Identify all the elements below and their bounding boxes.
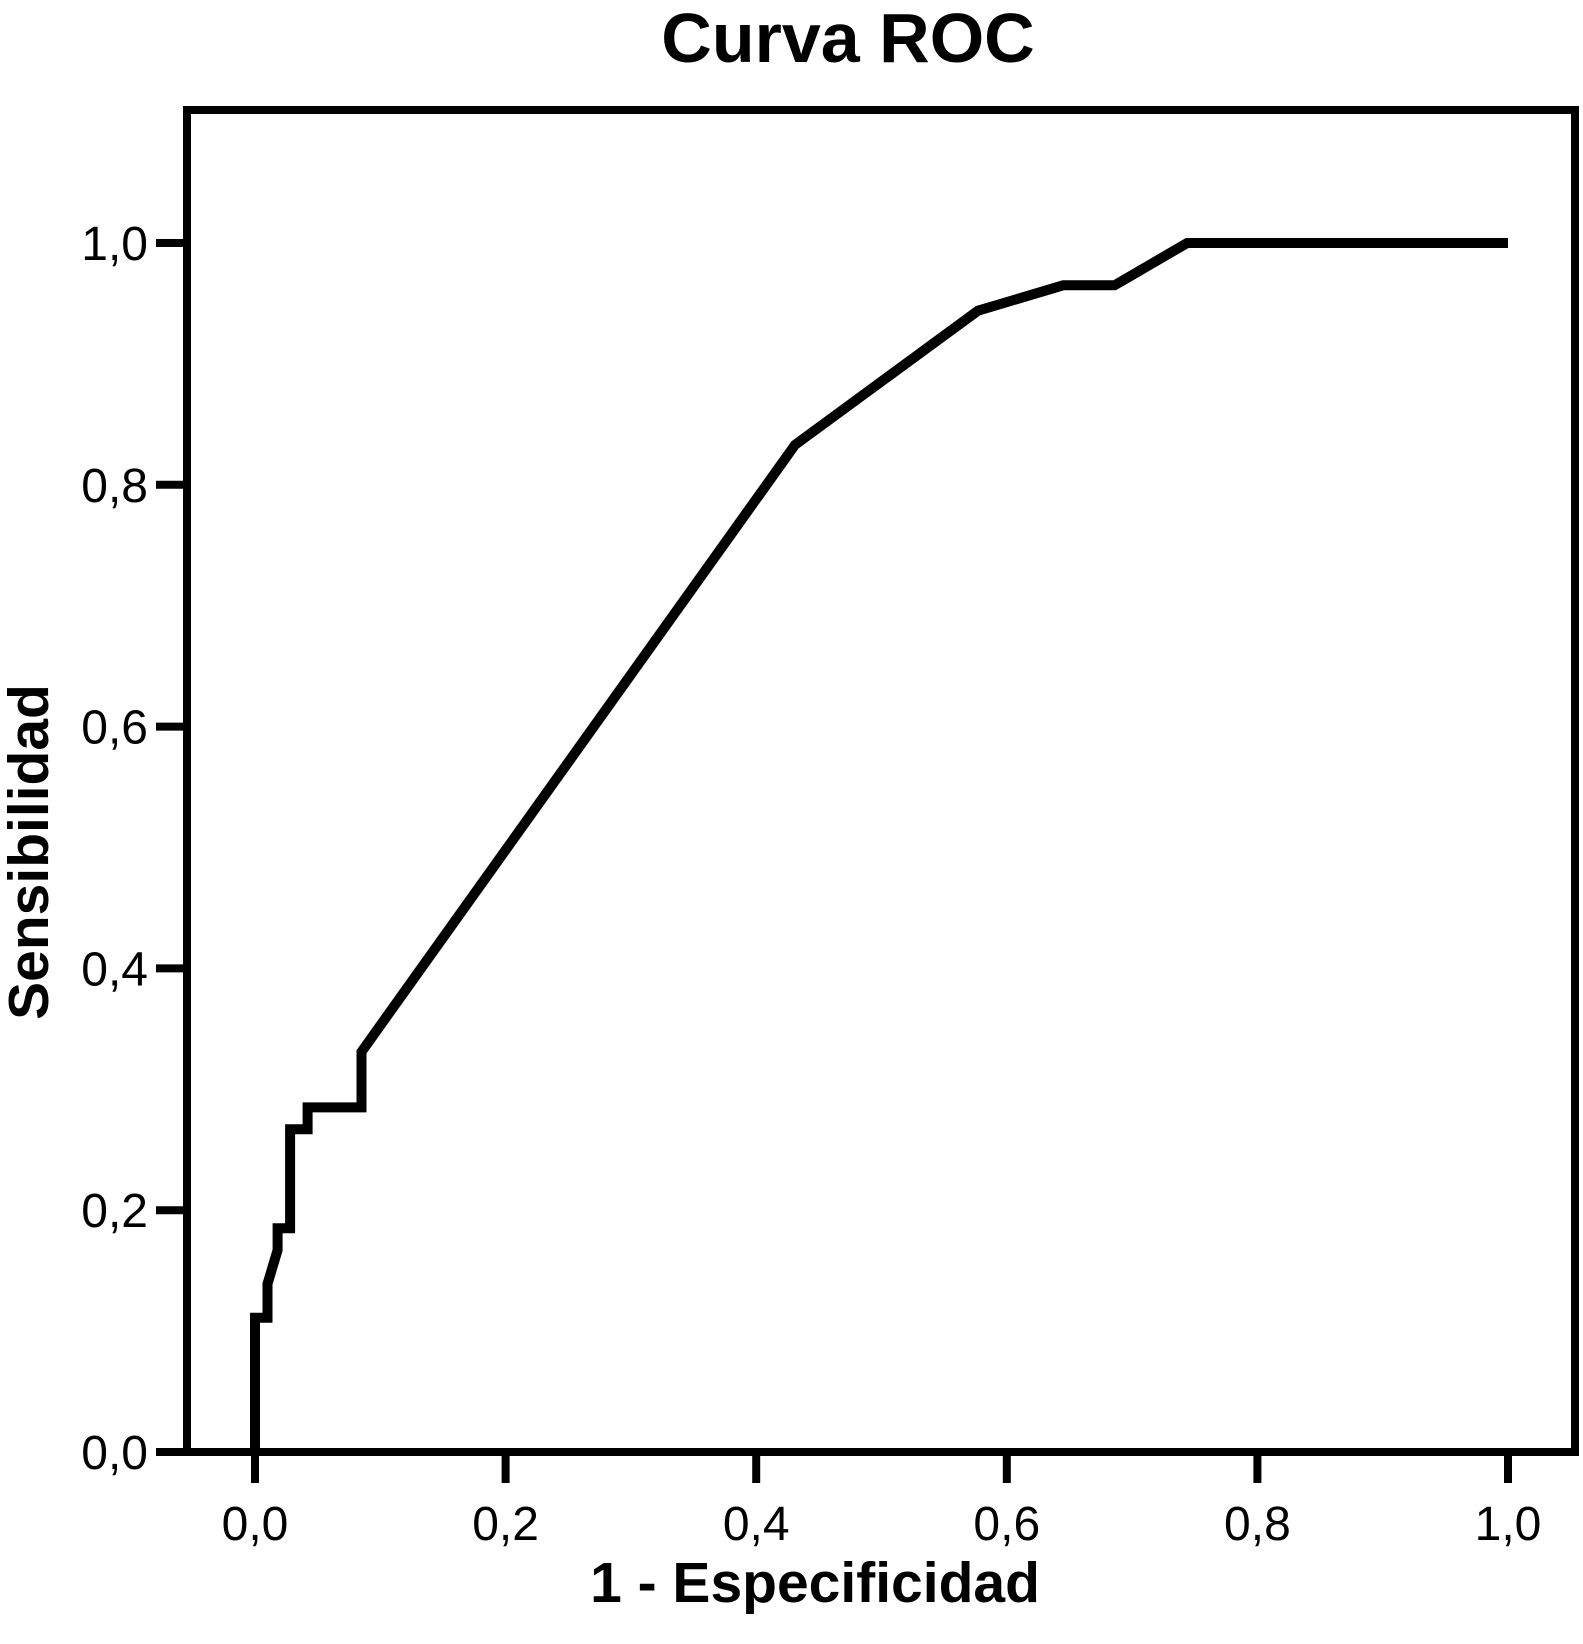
x-tick-label: 0,6 (973, 1498, 1040, 1551)
y-tick-label: 0,4 (81, 943, 148, 996)
y-tick-label: 1,0 (81, 218, 148, 271)
x-tick-label: 0,8 (1224, 1498, 1291, 1551)
y-tick-label: 0,6 (81, 702, 148, 755)
x-axis-ticks (251, 1452, 1512, 1483)
x-tick-label: 1,0 (1475, 1498, 1542, 1551)
y-tick-label: 0,8 (81, 460, 148, 513)
x-tick-label: 0,4 (723, 1498, 790, 1551)
y-tick-label: 0,0 (81, 1427, 148, 1480)
chart-title: Curva ROC (661, 0, 1034, 77)
y-tick-label: 0,2 (81, 1185, 148, 1238)
x-axis-tick-labels: 0,0 0,2 0,4 0,6 0,8 1,0 (222, 1498, 1542, 1551)
x-tick-label: 0,0 (222, 1498, 289, 1551)
roc-curve-line (250, 238, 1508, 1452)
plot-frame (183, 106, 1579, 1456)
y-axis-label: Sensibilidad (0, 684, 61, 1020)
y-axis-tick-labels: 0,0 0,2 0,4 0,6 0,8 1,0 (81, 218, 148, 1480)
x-axis-label: 1 - Especificidad (590, 1551, 1040, 1615)
x-tick-label: 0,2 (472, 1498, 539, 1551)
y-axis-ticks (156, 239, 187, 1456)
